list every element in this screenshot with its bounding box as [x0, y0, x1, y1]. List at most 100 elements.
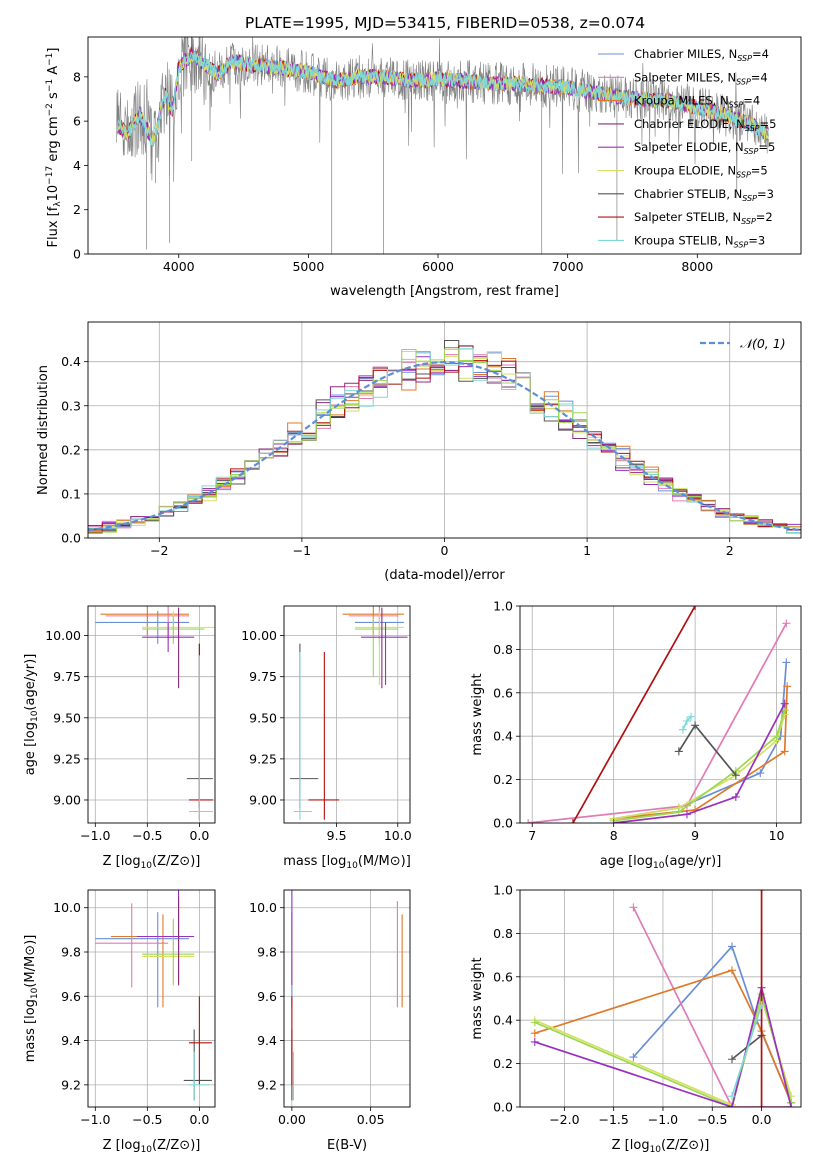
- plot-area-mass_weight_vs_Z: [530, 890, 796, 1107]
- model-spectrum-kroupa_stelib: [116, 50, 769, 146]
- axes-frame: [283, 889, 411, 1108]
- y-tick-label: 9.75: [249, 669, 277, 684]
- y-tick-label: 9.25: [249, 751, 277, 766]
- panel-age_vs_mass: 9.5 10.0 9.00 9.25 9.50 9.75 10.00 mass [log10(…: [241, 605, 412, 871]
- panel-spectrum: 4000 5000 6000 7000 8000 0 2 4 6 8 Chabrier MILES,…: [45, 36, 802, 299]
- x-axis-label: wavelength [Angstrom, rest frame]: [330, 284, 559, 299]
- weight-point: [727, 1103, 736, 1107]
- weight-point: [783, 682, 792, 691]
- weight-line-salpeter_stelib: [572, 606, 696, 823]
- y-tick-label: 9.50: [53, 710, 81, 725]
- y-axis-label: mass weight: [470, 673, 485, 755]
- x-axis-label: Z [log10(Z/Z⊙)]: [612, 1138, 710, 1155]
- weight-point: [780, 699, 789, 708]
- x-tick-label: −1.0: [80, 828, 110, 843]
- y-tick-label: 10.0: [249, 900, 277, 915]
- legend-label: Salpeter MILES, NSSP=4: [634, 70, 768, 86]
- y-tick-label: 0.4: [493, 1013, 513, 1028]
- weight-point: [780, 747, 789, 756]
- weight-point: [727, 966, 736, 975]
- weight-point: [787, 1103, 796, 1107]
- axes-frame: [519, 889, 802, 1108]
- x-tick-label: −2: [150, 543, 168, 558]
- legend-label: Salpeter STELIB, NSSP=2: [634, 210, 773, 226]
- weight-point: [727, 1055, 736, 1064]
- legend-label: Kroupa ELODIE, NSSP=5: [634, 164, 768, 180]
- panel-mass_weight_vs_Z: −2.0 −1.5 −1.0 −0.5 0.0 0.0 0.2 0.4 0.6 0.8 1.0 Z […: [470, 883, 802, 1155]
- weight-line-salpeter_miles: [632, 906, 792, 1107]
- plot-area-age_vs_Z: [95, 606, 215, 820]
- weight-point: [782, 619, 791, 628]
- x-tick-label: 2: [726, 543, 734, 558]
- x-tick-label: 6000: [422, 259, 454, 274]
- y-tick-label: 0.3: [61, 398, 81, 413]
- axes-frame: [87, 36, 802, 255]
- normal-curve: [88, 361, 801, 532]
- panel-mass_weight_vs_age: 7 8 9 10 0.0 0.2 0.4 0.6 0.8 1.0 age [log10(age/yr…: [470, 599, 802, 871]
- axes-frame: [283, 605, 411, 824]
- x-tick-label: −0.5: [697, 1112, 727, 1127]
- x-axis-label: age [log10(age/yr)]: [600, 854, 722, 871]
- y-tick-label: 10.00: [45, 628, 81, 643]
- x-tick-label: 8000: [681, 259, 713, 274]
- weight-point: [772, 732, 781, 741]
- legend-label: Salpeter ELODIE, NSSP=5: [634, 140, 775, 156]
- x-tick-label: 0.0: [189, 1112, 209, 1127]
- weight-line-chabrier_stelib: [731, 1034, 763, 1060]
- x-axis-label: Z [log10(Z/Z⊙)]: [103, 854, 201, 871]
- x-tick-label: 9: [691, 828, 699, 843]
- y-tick-label: 9.4: [257, 1033, 277, 1048]
- weight-line-salpeter_elodie: [613, 703, 786, 823]
- histogram-salpeter_stelib: [88, 345, 801, 534]
- y-tick-label: 0.0: [493, 1100, 513, 1115]
- y-tick-label: 1.0: [493, 883, 513, 898]
- y-tick-label: 9.25: [53, 751, 81, 766]
- y-tick-label: 9.6: [257, 989, 277, 1004]
- x-tick-label: 10: [769, 828, 785, 843]
- weight-point: [674, 747, 683, 756]
- weight-point: [682, 810, 691, 819]
- y-tick-label: 0.2: [493, 1056, 513, 1071]
- weight-point: [682, 717, 691, 726]
- histogram-kroupa_stelib: [88, 348, 801, 534]
- x-tick-label: −1.5: [598, 1112, 628, 1127]
- x-tick-label: −1.0: [648, 1112, 678, 1127]
- x-tick-label: 0: [441, 543, 449, 558]
- weight-point: [756, 769, 765, 778]
- x-tick-label: 4000: [163, 259, 195, 274]
- weight-point: [727, 942, 736, 951]
- panels-layer: 4000 5000 6000 7000 8000 0 2 4 6 8 Chabrier MILES,…: [23, 36, 802, 1155]
- x-tick-label: 7: [528, 828, 536, 843]
- legend-label: Chabrier ELODIE, NSSP=5: [634, 117, 776, 133]
- weight-point: [731, 771, 740, 780]
- weight-point: [757, 1001, 766, 1010]
- y-tick-label: 9.75: [53, 669, 81, 684]
- x-tick-label: 5000: [292, 259, 324, 274]
- legend-label: Kroupa MILES, NSSP=4: [634, 94, 760, 110]
- figure-title: PLATE=1995, MJD=53415, FIBERID=0538, z=0…: [245, 14, 645, 32]
- x-tick-label: 10.0: [384, 828, 412, 843]
- x-tick-label: 8: [610, 828, 618, 843]
- x-tick-label: 1: [583, 543, 591, 558]
- legend-label: 𝒩(0, 1): [740, 336, 786, 351]
- plot-area-spectrum: [116, 37, 769, 254]
- x-tick-label: −0.5: [132, 1112, 162, 1127]
- panel-residuals: −2 −1 0 1 2 0.0 0.1 0.2 0.3 0.4 𝒩(0, 1) (data-model…: [36, 321, 802, 583]
- weight-point: [678, 725, 687, 734]
- x-axis-label: E(B-V): [327, 1138, 367, 1153]
- weight-point: [731, 792, 740, 801]
- weight-point: [609, 819, 618, 823]
- plot-area-mass_vs_ebv: [291, 890, 403, 1101]
- x-tick-label: −2.0: [549, 1112, 579, 1127]
- plot-area-residuals: [88, 340, 801, 535]
- weight-point: [568, 819, 577, 823]
- weight-point: [629, 903, 638, 912]
- weight-point: [687, 712, 696, 721]
- x-tick-label: 9.5: [327, 828, 347, 843]
- weight-line-salpeter_miles: [528, 622, 788, 823]
- x-tick-label: 0.05: [357, 1112, 385, 1127]
- y-tick-label: 10.00: [241, 628, 277, 643]
- y-tick-label: 8: [73, 69, 81, 84]
- axes-frame: [87, 605, 216, 824]
- y-tick-label: 0.8: [493, 926, 513, 941]
